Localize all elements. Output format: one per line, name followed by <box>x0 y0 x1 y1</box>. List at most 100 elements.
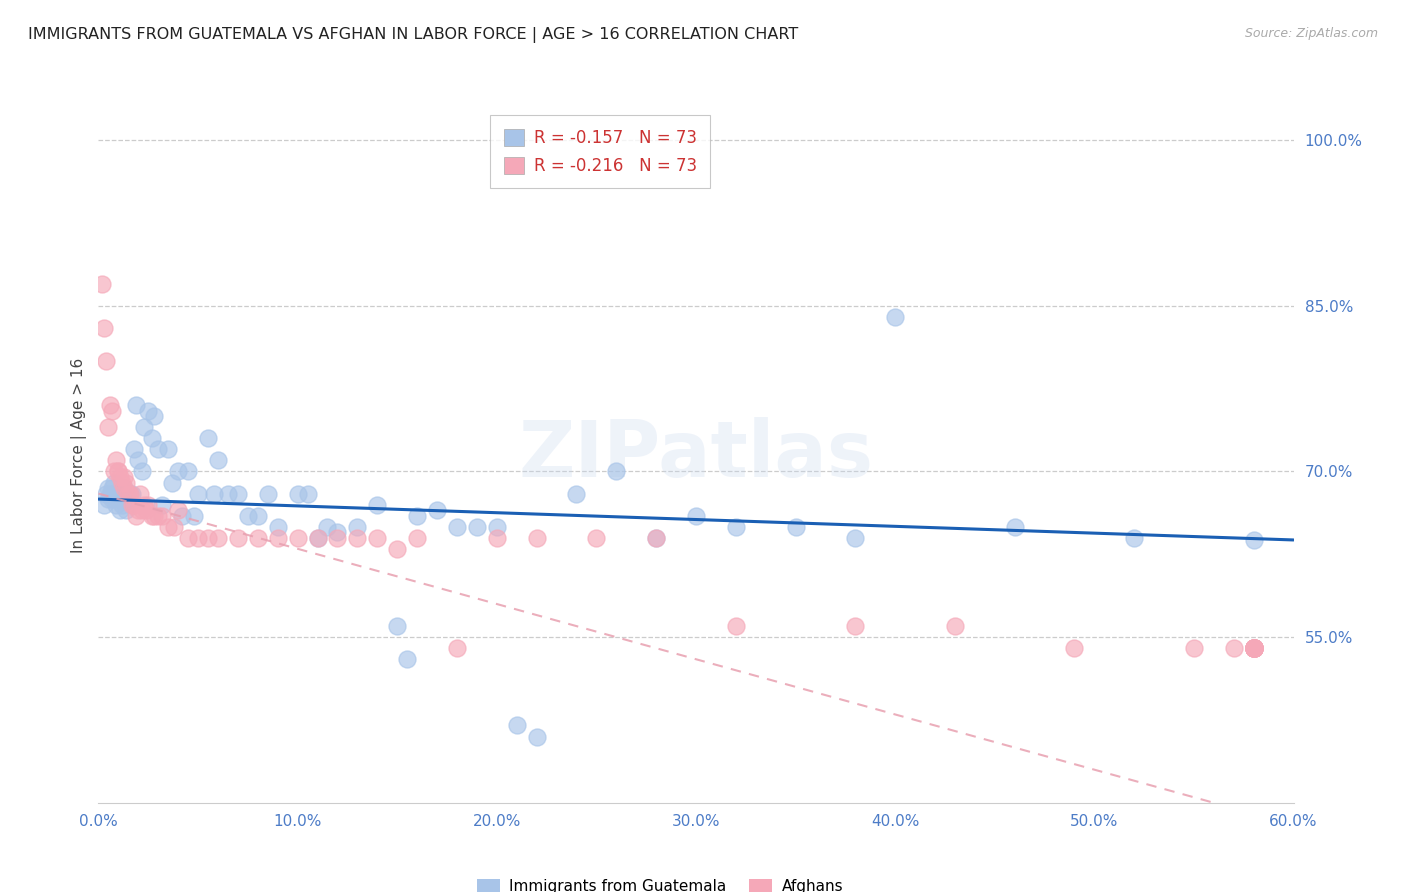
Point <box>131 465 153 479</box>
Point <box>93 321 115 335</box>
Point <box>1182 641 1205 656</box>
Point <box>645 531 668 545</box>
Point <box>246 508 269 523</box>
Point <box>103 475 125 490</box>
Point <box>103 486 125 500</box>
Point <box>157 442 180 457</box>
Point <box>724 519 747 533</box>
Point <box>131 503 153 517</box>
Point <box>385 541 409 556</box>
Point <box>406 531 429 545</box>
Point <box>100 486 122 500</box>
Point <box>287 531 309 545</box>
Point <box>107 465 129 479</box>
Point <box>93 498 115 512</box>
Point <box>134 420 156 434</box>
Point <box>117 486 139 500</box>
Point <box>267 531 290 545</box>
Point <box>385 619 409 633</box>
Point <box>1243 641 1265 656</box>
Point <box>167 503 190 517</box>
Point <box>127 453 149 467</box>
Point <box>307 531 329 545</box>
Point <box>120 486 142 500</box>
Point <box>506 718 529 732</box>
Point <box>141 431 163 445</box>
Point <box>111 498 134 512</box>
Point <box>1243 641 1265 656</box>
Point <box>112 481 135 495</box>
Point <box>96 354 118 368</box>
Point <box>844 619 866 633</box>
Point <box>91 277 114 291</box>
Point <box>115 503 138 517</box>
Text: ZIPatlas: ZIPatlas <box>519 417 873 493</box>
Point <box>125 398 148 412</box>
Point <box>112 470 135 484</box>
Point <box>124 442 146 457</box>
Point <box>406 508 429 523</box>
Point <box>236 508 259 523</box>
Point <box>1063 641 1085 656</box>
Point <box>105 498 128 512</box>
Point <box>366 531 388 545</box>
Point <box>446 641 468 656</box>
Point <box>307 531 329 545</box>
Point <box>884 310 907 324</box>
Point <box>1243 533 1265 547</box>
Point <box>943 619 966 633</box>
Point <box>143 508 166 523</box>
Point <box>1243 641 1265 656</box>
Point <box>685 508 707 523</box>
Point <box>485 531 508 545</box>
Point <box>1243 641 1265 656</box>
Point <box>1243 641 1265 656</box>
Point <box>129 486 152 500</box>
Point <box>1243 641 1265 656</box>
Point <box>1243 641 1265 656</box>
Point <box>297 486 319 500</box>
Point <box>96 486 118 500</box>
Point <box>346 531 368 545</box>
Point <box>121 498 143 512</box>
Point <box>346 519 368 533</box>
Point <box>134 498 156 512</box>
Point <box>526 730 548 744</box>
Point <box>143 409 166 424</box>
Point <box>110 486 132 500</box>
Point <box>1243 641 1265 656</box>
Point <box>136 498 159 512</box>
Point <box>160 475 183 490</box>
Point <box>183 508 205 523</box>
Point <box>110 503 132 517</box>
Point <box>120 486 142 500</box>
Point <box>446 519 468 533</box>
Point <box>197 531 219 545</box>
Point <box>1243 641 1265 656</box>
Point <box>121 486 143 500</box>
Point <box>148 442 170 457</box>
Point <box>565 486 588 500</box>
Point <box>107 486 129 500</box>
Point <box>101 403 124 417</box>
Point <box>287 486 309 500</box>
Point <box>103 465 125 479</box>
Point <box>177 531 200 545</box>
Point <box>124 498 146 512</box>
Point <box>267 519 290 533</box>
Point <box>426 503 449 517</box>
Point <box>326 531 349 545</box>
Text: IMMIGRANTS FROM GUATEMALA VS AFGHAN IN LABOR FORCE | AGE > 16 CORRELATION CHART: IMMIGRANTS FROM GUATEMALA VS AFGHAN IN L… <box>28 27 799 43</box>
Point <box>202 486 225 500</box>
Point <box>226 486 249 500</box>
Point <box>246 531 269 545</box>
Point <box>1243 641 1265 656</box>
Point <box>785 519 807 533</box>
Point <box>117 492 139 507</box>
Point <box>197 431 219 445</box>
Point <box>366 498 388 512</box>
Point <box>187 486 209 500</box>
Point <box>177 465 200 479</box>
Point <box>163 519 186 533</box>
Point <box>326 525 349 540</box>
